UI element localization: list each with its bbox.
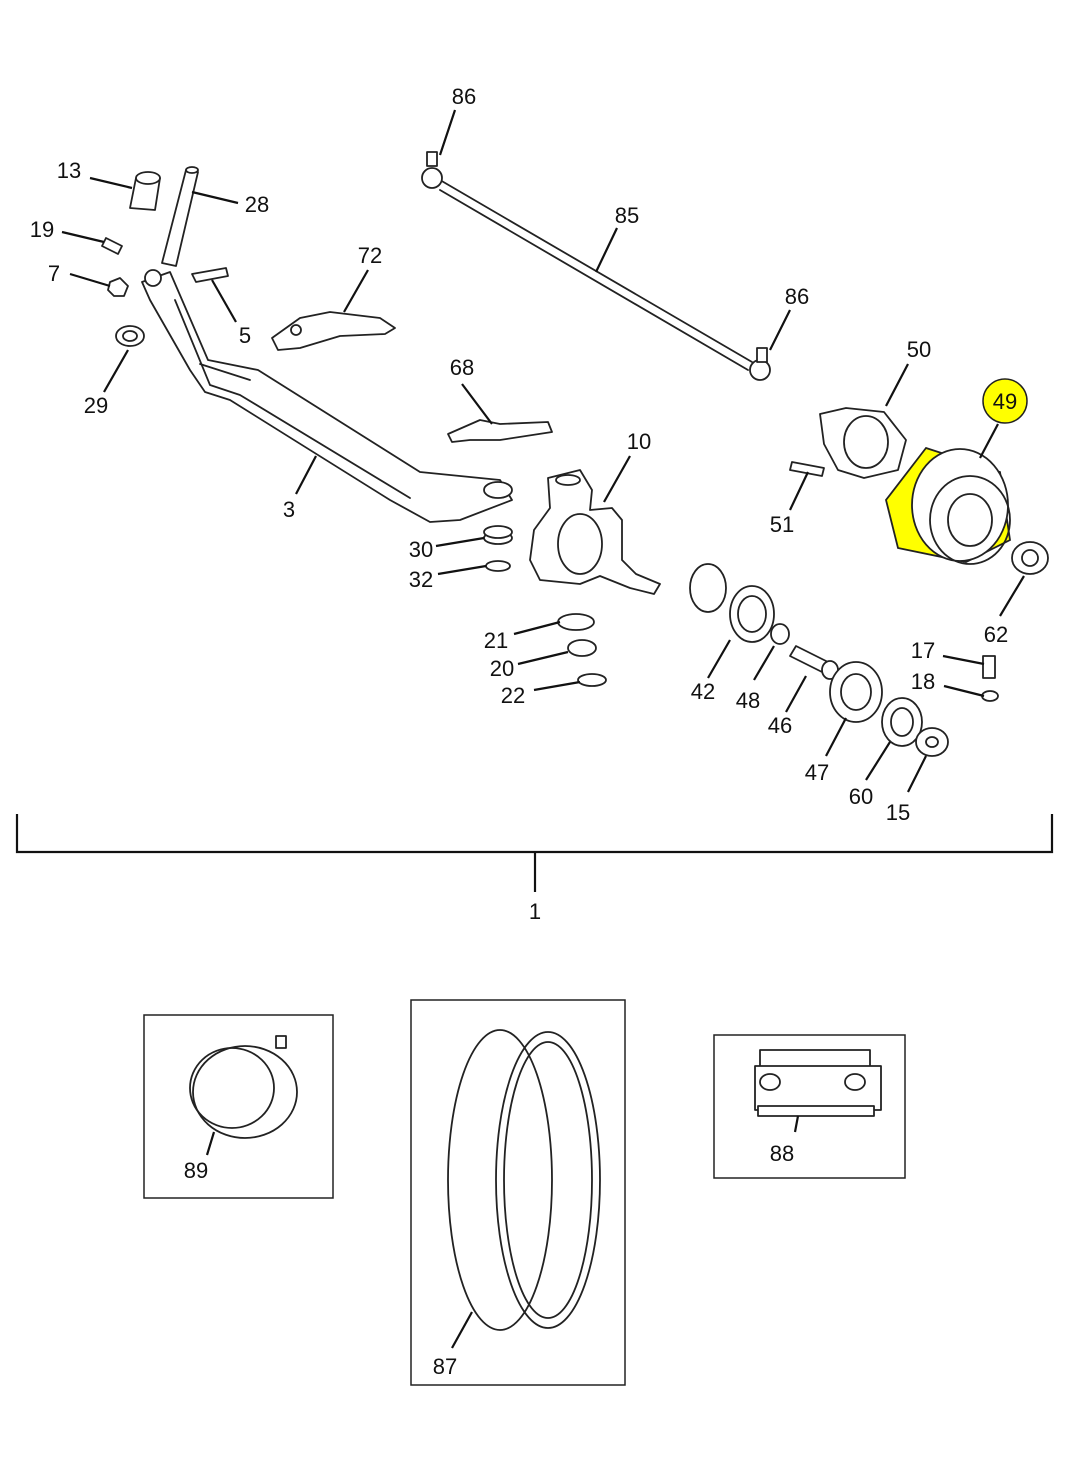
callout-88[interactable]: 88 [770,1141,794,1166]
thrust-bearing-part[interactable] [483,525,513,545]
cap-screw-part[interactable] [981,655,999,702]
leader-lines [61,109,1025,1349]
hub-part[interactable] [819,407,907,479]
spacer-part[interactable] [789,645,839,680]
hub-nut-part[interactable] [1011,541,1049,575]
washer-part[interactable] [915,727,949,757]
steering-arm-lower-part[interactable] [447,419,553,443]
inset-88[interactable] [713,1034,906,1179]
king-pin-part[interactable] [161,166,199,267]
callout-19[interactable]: 19 [30,217,54,242]
callout-62[interactable]: 62 [984,622,1008,647]
callout-7[interactable]: 7 [48,261,60,286]
steering-arm-part[interactable] [271,311,396,351]
callout-72[interactable]: 72 [358,243,382,268]
nut-part[interactable] [107,277,129,297]
callout-21[interactable]: 21 [484,628,508,653]
callout-13[interactable]: 13 [57,158,81,183]
callout-22[interactable]: 22 [501,683,525,708]
seal-part[interactable] [115,325,145,347]
shim-part[interactable] [485,560,511,572]
callout-labels: 86 85 86 13 28 19 7 5 29 72 68 3 10 30 3… [30,84,1017,1379]
tie-rod-assembly[interactable] [421,151,771,381]
callout-3[interactable]: 3 [283,497,295,522]
seal-ring-part[interactable] [689,563,775,643]
inset-87[interactable] [410,999,626,1386]
callout-60[interactable]: 60 [849,784,873,809]
callout-49[interactable]: 49 [993,389,1017,414]
selected-part-marker [982,378,1028,424]
bolt-part[interactable] [191,267,229,283]
gasket-part[interactable] [557,613,595,631]
inner-bearing-part[interactable] [829,661,883,723]
callout-1[interactable]: 1 [529,899,541,924]
callout-86-lower[interactable]: 86 [785,284,809,309]
callout-48[interactable]: 48 [736,688,760,713]
callout-17[interactable]: 17 [911,638,935,663]
clip-part[interactable] [577,673,607,687]
callout-30[interactable]: 30 [409,537,433,562]
callout-5[interactable]: 5 [239,323,251,348]
callout-29[interactable]: 29 [84,393,108,418]
callout-68[interactable]: 68 [450,355,474,380]
callout-89[interactable]: 89 [184,1158,208,1183]
inset-89[interactable] [143,1014,334,1199]
cap-part[interactable] [567,639,597,657]
callout-10[interactable]: 10 [627,429,651,454]
callout-20[interactable]: 20 [490,656,514,681]
axle-beam-part[interactable] [141,269,513,523]
callout-18[interactable]: 18 [911,669,935,694]
outer-bearing-part[interactable] [881,697,923,747]
callout-15[interactable]: 15 [886,800,910,825]
steering-knuckle-part[interactable] [529,469,661,595]
callout-46[interactable]: 46 [768,713,792,738]
callout-50[interactable]: 50 [907,337,931,362]
bushing-part[interactable] [129,171,161,211]
callout-85[interactable]: 85 [615,203,639,228]
callout-28[interactable]: 28 [245,192,269,217]
callout-87[interactable]: 87 [433,1354,457,1379]
callout-51[interactable]: 51 [770,512,794,537]
callout-32[interactable]: 32 [409,567,433,592]
brake-drum-part[interactable] [885,446,1011,565]
grease-fitting-part[interactable] [101,237,123,255]
wheel-stud-part[interactable] [789,461,825,477]
oring-part[interactable] [770,623,790,645]
callout-86-upper[interactable]: 86 [452,84,476,109]
callout-47[interactable]: 47 [805,760,829,785]
assembly-bracket [15,814,1054,892]
callout-42[interactable]: 42 [691,679,715,704]
